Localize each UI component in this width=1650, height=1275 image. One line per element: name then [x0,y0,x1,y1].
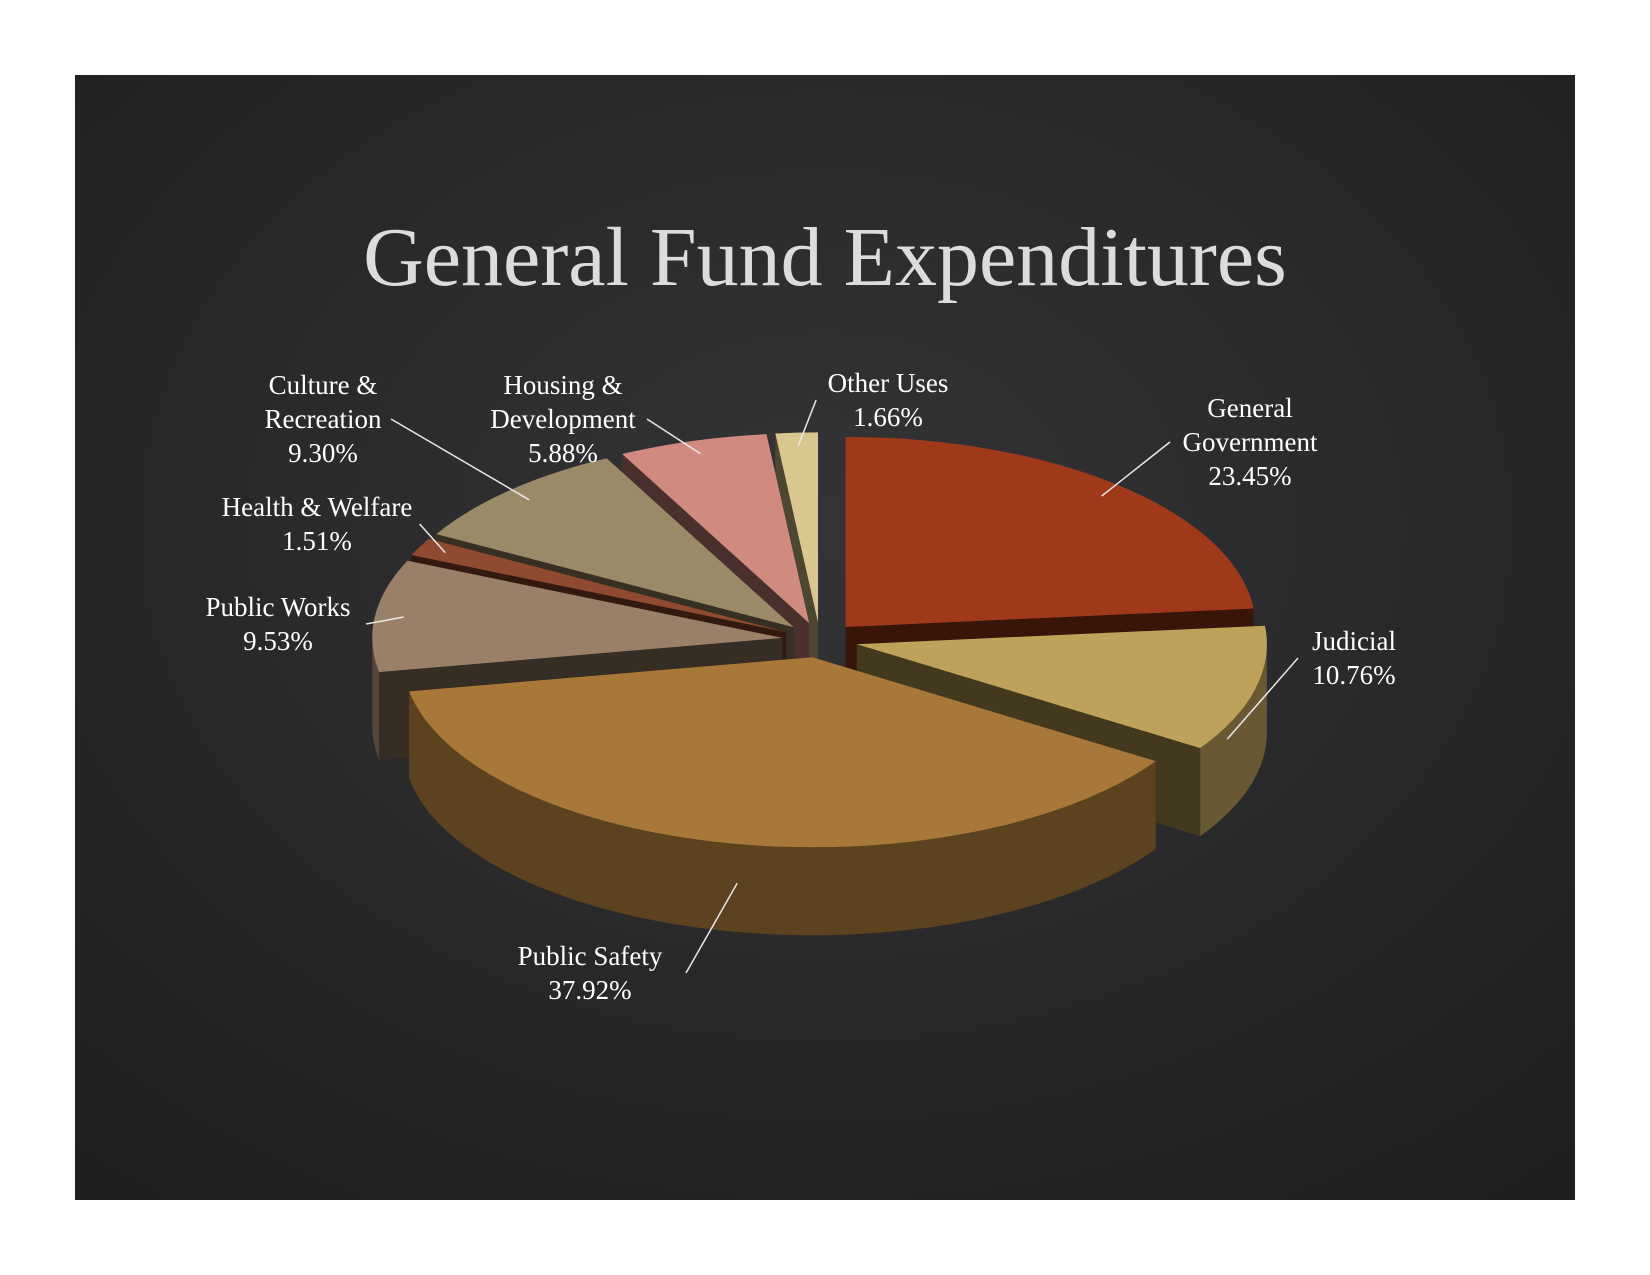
label-name: Public Safety [517,941,663,971]
label-value: 9.53% [243,626,313,656]
chart-title: General Fund Expenditures [363,211,1287,304]
data-label: Public Works 9.53% [168,590,388,658]
slide-background [75,75,1575,1200]
label-name: Judicial [1312,626,1396,656]
slice-top [622,434,810,624]
label-name: Culture & Recreation [264,370,382,434]
label-value: 5.88% [528,438,598,468]
leader-line [685,882,738,974]
label-value: 1.51% [282,526,352,556]
slice-top [845,436,1254,627]
data-label: Judicial 10.76% [1284,624,1424,692]
label-name: General Government [1182,393,1318,457]
label-name: Other Uses [827,368,949,398]
leader-line [390,418,530,501]
slice-top [856,625,1267,749]
slice-top [775,432,819,623]
label-value: 1.66% [853,402,923,432]
data-label: Culture & Recreation 9.30% [238,368,408,470]
data-label: General Government 23.45% [1150,391,1350,493]
slice-top [436,458,794,628]
label-value: 23.45% [1208,461,1292,491]
slice-top [372,560,783,673]
data-label: Housing & Development 5.88% [458,368,668,470]
leader-line [646,418,701,455]
slice-top [411,538,787,633]
data-label: Public Safety 37.92% [470,939,710,1007]
slice-side [1200,644,1267,837]
label-value: 10.76% [1312,660,1396,690]
leader-line [1101,441,1171,497]
slice-side [372,637,379,761]
label-name: Health & Welfare [221,492,413,522]
label-name: Housing & Development [490,370,636,434]
data-label: Other Uses 1.66% [788,366,988,434]
label-value: 37.92% [548,975,632,1005]
slice [409,657,1156,936]
pie [365,399,1299,974]
label-value: 9.30% [288,438,358,468]
label-name: Public Works [205,592,351,622]
slice-top [409,657,1156,848]
leader-line [797,399,817,447]
data-label: Health & Welfare 1.51% [187,490,447,558]
leader-line [1226,657,1299,740]
leader-line [419,523,446,554]
slice-side [409,691,1156,936]
leader-line [365,616,404,625]
